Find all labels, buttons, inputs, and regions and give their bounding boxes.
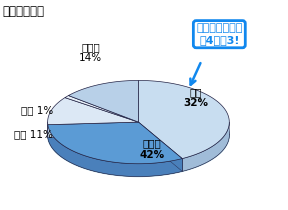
Polygon shape <box>48 98 139 125</box>
Polygon shape <box>48 93 229 176</box>
Text: 虫歯
32%: 虫歯 32% <box>183 87 209 109</box>
Polygon shape <box>48 122 139 137</box>
Polygon shape <box>139 122 182 171</box>
Text: 歯を失う原因: 歯を失う原因 <box>2 5 44 18</box>
Text: 破折 11%: 破折 11% <box>14 129 53 139</box>
Polygon shape <box>65 96 139 122</box>
Text: その他
14%: その他 14% <box>79 42 103 63</box>
Text: 虫歯・歯周病が
約4分の3!: 虫歯・歯周病が 約4分の3! <box>196 23 242 45</box>
Text: 歯周病
42%: 歯周病 42% <box>139 139 164 160</box>
Polygon shape <box>69 80 139 122</box>
Polygon shape <box>48 122 182 164</box>
Text: 矯正 1%: 矯正 1% <box>21 105 53 115</box>
Polygon shape <box>182 122 229 171</box>
Polygon shape <box>139 122 182 171</box>
Polygon shape <box>48 125 182 176</box>
Polygon shape <box>139 80 229 159</box>
Polygon shape <box>48 122 139 137</box>
